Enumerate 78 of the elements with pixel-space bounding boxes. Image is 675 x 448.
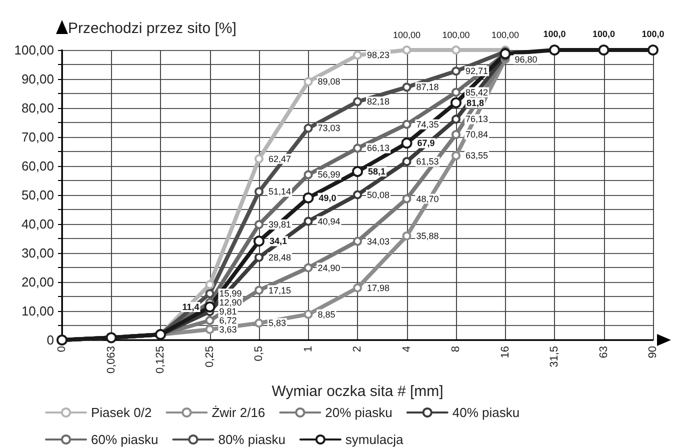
x-tick-label: 1 [302,346,314,352]
y-axis-title: Przechodzi przez sito [%] [68,20,236,37]
x-tick-label: 0,25 [204,346,216,368]
data-label: 76,13 [466,114,488,124]
data-label: 100,00 [442,30,470,40]
data-label: 51,14 [268,186,292,197]
data-label: 8,85 [318,309,336,320]
y-tick-label: 20,00 [21,274,54,290]
data-label: 11,4 [182,302,200,312]
y-tick-label: 70,00 [21,130,54,144]
data-label: 34,1 [270,236,288,246]
data-label: 63,55 [466,150,488,161]
data-label: 89,08 [318,76,340,87]
data-label: 24,90 [318,262,340,273]
legend-label: 20% piasku [325,405,392,420]
x-tick-label: 31,5 [548,346,560,368]
data-label: 48,70 [416,194,439,204]
data-label: 17,15 [268,285,292,296]
data-label: 49,0 [318,192,336,203]
data-label: 98,23 [367,50,390,60]
legend-label: Piasek 0/2 [91,405,152,420]
x-tick-label: 0,5 [253,346,265,362]
legend-label: symulacja [345,432,404,447]
x-tick-label: 0 [56,346,68,352]
data-label: 100,0 [592,29,616,39]
y-tick-label: 30,00 [21,246,54,260]
data-label: 87,18 [416,82,439,92]
x-tick-label: 0,125 [154,346,166,374]
data-label: 34,03 [367,236,390,246]
data-label: 100,00 [392,30,421,40]
data-label: 40,94 [318,216,340,226]
data-label: 35,88 [416,230,439,241]
x-tick-label: 8 [450,346,462,352]
data-label: 56,99 [318,170,340,180]
data-label: 70,84 [466,130,488,140]
x-axis-title: Wymiar oczka sita # [mm] [272,383,444,400]
y-tick-label: 60,00 [21,158,54,174]
x-tick-label: 16 [499,346,512,358]
data-label: 61,53 [416,156,439,167]
legend-label: Żwir 2/16 [212,405,266,420]
data-label: 12,90 [219,298,242,308]
x-tick-label: 2 [352,346,364,352]
data-label: 100,00 [491,30,520,40]
data-label: 82,18 [367,96,390,107]
legend-label: 40% piasku [452,405,520,420]
data-label: 39,81 [268,220,292,230]
x-tick-label: 4 [400,346,413,352]
x-tick-label: 90 [647,346,659,358]
data-label: 73,03 [318,123,340,134]
y-tick-label: 100,00 [14,42,54,58]
data-label: 9,81 [219,306,237,317]
data-label: 15,99 [219,288,242,299]
data-label: 17,98 [367,282,390,293]
data-label: 100,0 [642,29,664,39]
data-label: 58,1 [368,166,386,177]
data-label: 5,83 [268,318,286,328]
data-label: 81,8 [466,98,484,108]
x-tick-label: 0,063 [105,346,118,374]
data-label: 28,48 [268,252,292,262]
y-tick-label: 50,00 [21,188,54,202]
data-label: 50,08 [367,190,390,200]
data-label: 74,35 [416,119,439,130]
data-label: 3,63 [219,324,237,334]
data-label: 92,71 [466,66,488,76]
y-tick-label: 80,00 [21,100,54,116]
legend-label: 80% piasku [218,432,286,447]
data-label: 85,42 [466,87,488,98]
data-label: 6,72 [219,316,237,326]
data-label: 62,47 [268,154,292,164]
y-tick-label: 40,00 [21,216,54,232]
data-label: 100,0 [543,29,566,39]
y-tick-label: 10,00 [21,304,54,318]
legend-label: 60% piasku [91,432,158,447]
data-label: 96,80 [514,54,538,64]
data-label: 67,9 [417,138,435,148]
x-tick-label: 63 [598,346,610,358]
y-tick-label: 90,00 [21,72,54,86]
data-label: 66,13 [367,143,390,154]
